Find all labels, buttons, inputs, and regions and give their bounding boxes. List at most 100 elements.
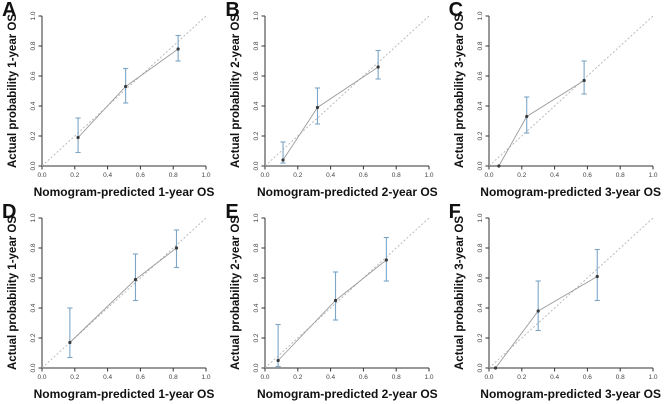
y-tick-label: 0.2 xyxy=(254,333,261,342)
data-point xyxy=(385,258,389,262)
calibration-line xyxy=(282,66,379,161)
data-point xyxy=(176,47,180,51)
error-bar xyxy=(333,271,339,321)
x-tick-label: 0.6 xyxy=(359,172,368,179)
y-tick-label: 0.2 xyxy=(30,131,37,140)
data-point xyxy=(281,158,285,162)
panel-letter: A xyxy=(2,0,17,21)
y-tick-label: 0.4 xyxy=(30,303,37,312)
x-tick-label: 1.0 xyxy=(201,374,210,381)
x-axis-title: Nomogram-predicted 2-year OS xyxy=(256,185,438,199)
y-tick-label: 0.2 xyxy=(477,333,484,342)
x-tick-label: 0.6 xyxy=(136,172,145,179)
data-point xyxy=(133,277,138,282)
x-tick-label: 0.6 xyxy=(359,374,368,381)
x-tick-label: 0.8 xyxy=(615,172,624,179)
panel-A: A Actual probability 1-year OS Nomogram-pr… xyxy=(0,0,223,202)
y-tick-label: 0.8 xyxy=(477,243,484,252)
panel-letter: F xyxy=(448,202,461,223)
x-tick-label: 0.6 xyxy=(583,374,592,381)
data-point xyxy=(276,358,281,363)
y-tick-label: 0.0 xyxy=(254,161,261,170)
y-tick-label: 0.6 xyxy=(30,71,37,80)
reference-diagonal xyxy=(265,217,430,369)
plot-area-D: 0.0 0.2 0.4 0.6 0.8 1.0 0.0 0.2 0.4 0.6 0.8 1.0 xyxy=(30,213,211,381)
y-tick-label: 0.8 xyxy=(477,41,484,50)
x-tick-label: 0.2 xyxy=(294,172,303,179)
panel-D: D Actual probability 1-year OS Nomogram-pr… xyxy=(0,202,223,404)
x-tick-label: 0.6 xyxy=(136,374,145,381)
calibration-line xyxy=(498,80,585,167)
error-bar xyxy=(132,253,139,302)
x-tick-label: 1.0 xyxy=(425,172,434,179)
y-tick-label: 0.2 xyxy=(477,131,484,140)
x-tick-label: 0.0 xyxy=(37,374,46,381)
x-tick-label: 1.0 xyxy=(648,374,657,381)
plot-area-A: 0.0 0.2 0.4 0.6 0.8 1.0 0.0 0.2 0.4 0.6 0.8 1.0 xyxy=(30,11,211,179)
x-tick-label: 1.0 xyxy=(201,172,210,179)
y-tick-label: 0.4 xyxy=(477,101,484,110)
x-tick-label: 0.0 xyxy=(37,172,46,179)
error-bar xyxy=(535,280,541,332)
panel-E: E Actual probability 2-year OS Nomogram-pr… xyxy=(223,202,446,404)
x-tick-label: 0.0 xyxy=(484,374,493,381)
y-tick-label: 0.4 xyxy=(477,303,484,312)
x-axis-title: Nomogram-predicted 3-year OS xyxy=(480,387,662,401)
data-point xyxy=(493,366,497,370)
panel-letter: E xyxy=(225,202,239,223)
panel-letter: B xyxy=(225,0,240,21)
y-tick-label: 1.0 xyxy=(477,11,484,20)
panel-F: F Actual probability 3-year OS Nomogram-pr… xyxy=(447,202,670,404)
y-tick-label: 0.6 xyxy=(30,273,37,282)
panel-B: B Actual probability 2-year OS Nomogram-pr… xyxy=(223,0,446,202)
data-point xyxy=(536,309,540,313)
data-point xyxy=(316,105,320,110)
x-tick-label: 0.8 xyxy=(392,374,401,381)
reference-diagonal xyxy=(265,15,430,167)
x-tick-label: 0.8 xyxy=(392,172,401,179)
y-tick-label: 0.4 xyxy=(254,101,261,110)
data-point xyxy=(595,274,599,279)
data-point xyxy=(124,84,128,89)
x-axis-title: Nomogram-predicted 2-year OS xyxy=(256,387,438,401)
y-tick-label: 0.2 xyxy=(254,131,261,140)
y-tick-label: 0.0 xyxy=(30,363,37,372)
y-tick-label: 0.0 xyxy=(30,161,37,170)
x-tick-label: 0.0 xyxy=(261,172,270,179)
y-tick-label: 0.8 xyxy=(254,243,261,252)
error-bar xyxy=(67,307,73,359)
x-tick-label: 0.8 xyxy=(169,374,178,381)
y-tick-label: 0.6 xyxy=(254,71,261,80)
x-axis-title: Nomogram-predicted 1-year OS xyxy=(33,185,215,199)
x-tick-label: 1.0 xyxy=(425,374,434,381)
data-point xyxy=(68,340,72,345)
x-tick-label: 0.6 xyxy=(583,172,592,179)
y-tick-label: 0.2 xyxy=(30,333,37,342)
x-tick-label: 0.2 xyxy=(517,374,526,381)
data-point xyxy=(376,65,381,69)
plot-area-B: 0.0 0.2 0.4 0.6 0.8 1.0 0.0 0.2 0.4 0.6 0.8 1.0 xyxy=(254,11,435,179)
y-tick-label: 0.4 xyxy=(30,101,37,110)
calibration-line xyxy=(77,48,179,138)
x-tick-label: 0.8 xyxy=(169,172,178,179)
panel-letter: C xyxy=(448,0,464,21)
y-tick-label: 0.0 xyxy=(477,161,484,170)
x-tick-label: 0.4 xyxy=(326,374,335,381)
reference-diagonal xyxy=(488,217,653,369)
data-point xyxy=(582,78,586,83)
x-tick-label: 0.2 xyxy=(517,172,526,179)
x-tick-label: 0.0 xyxy=(484,172,493,179)
x-tick-label: 1.0 xyxy=(648,172,657,179)
plot-area-E: 0.0 0.2 0.4 0.6 0.8 1.0 0.0 0.2 0.4 0.6 0.8 1.0 xyxy=(254,213,435,381)
x-tick-label: 0.4 xyxy=(103,374,112,381)
calibration-line xyxy=(278,259,387,361)
y-tick-label: 0.0 xyxy=(254,363,261,372)
plot-area-F: 0.0 0.2 0.4 0.6 0.8 1.0 0.0 0.2 0.4 0.6 0.8 1.0 xyxy=(477,213,658,381)
y-tick-label: 1.0 xyxy=(30,11,37,20)
y-tick-label: 1.0 xyxy=(254,213,261,222)
data-point xyxy=(334,298,338,303)
x-tick-label: 0.2 xyxy=(70,172,79,179)
data-point xyxy=(76,135,80,140)
panel-C: C Actual probability 3-year OS Nomogram-pr… xyxy=(447,0,670,202)
